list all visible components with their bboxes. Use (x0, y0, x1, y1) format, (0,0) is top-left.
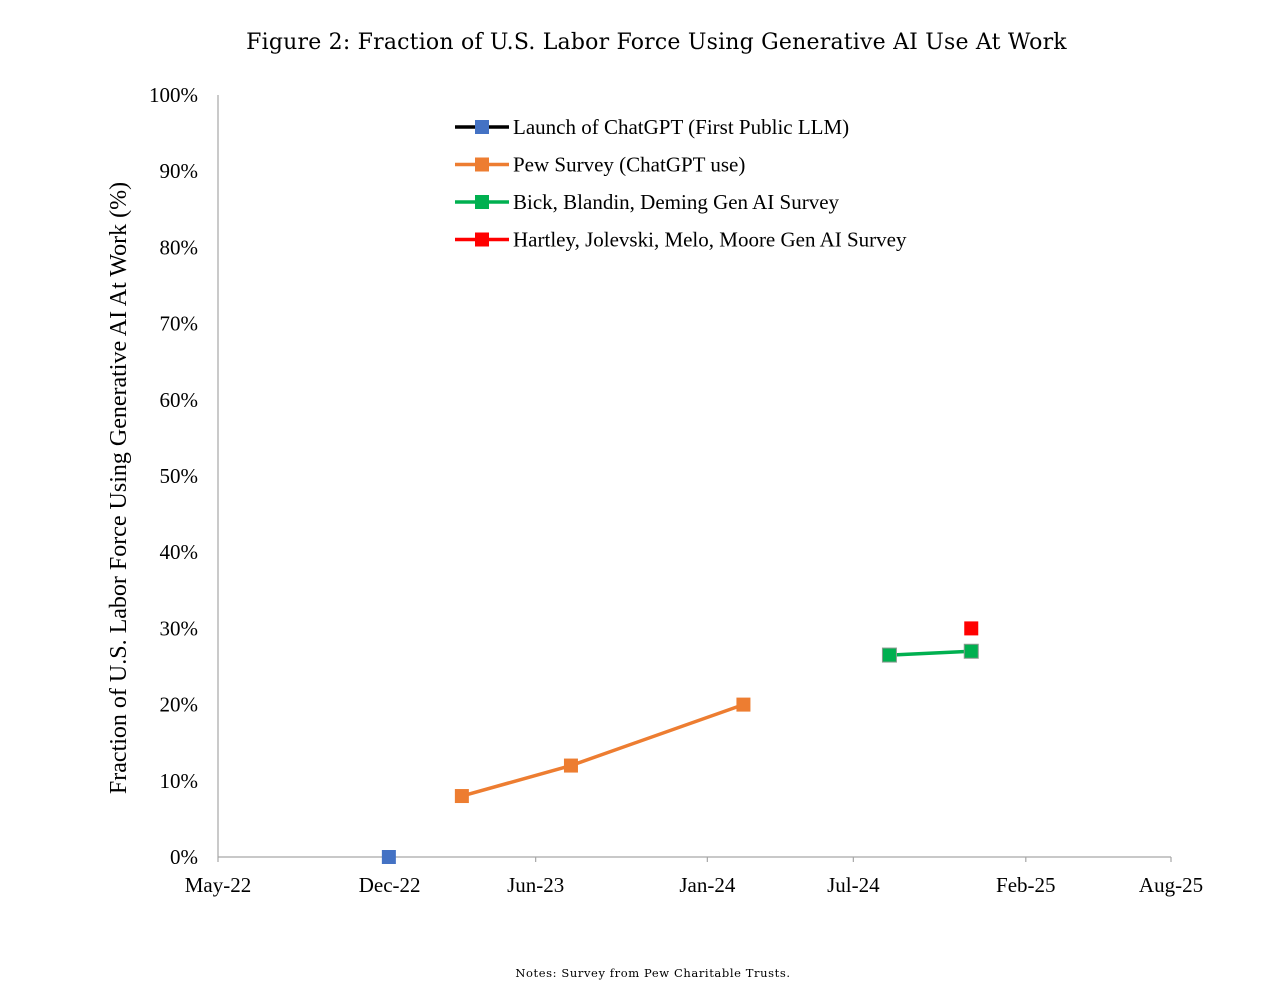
data-point-marker (454, 789, 469, 804)
x-tick-label: Jun-23 (507, 873, 564, 897)
y-tick-label: 70% (160, 312, 199, 336)
y-tick-label: 90% (160, 159, 199, 183)
y-tick-label: 20% (160, 693, 199, 717)
legend-swatch-marker (475, 232, 489, 247)
y-tick-label: 50% (160, 464, 199, 488)
series-line (461, 702, 745, 798)
legend-swatch-marker (475, 120, 489, 134)
y-axis-label: Fraction of U.S. Labor Force Using Gener… (106, 182, 132, 794)
data-point-marker (964, 621, 979, 636)
x-tick-label: Aug-25 (1139, 873, 1203, 897)
legend-swatch-marker (475, 157, 489, 172)
figure-title: Figure 2: Fraction of U.S. Labor Force U… (246, 30, 1067, 55)
y-tick-label: 0% (170, 845, 198, 869)
legend: Launch of ChatGPT (First Public LLM) Pew … (455, 115, 907, 252)
data-point-marker (963, 643, 979, 659)
y-tick-label: 100% (149, 83, 198, 107)
x-tick-label: Jul-24 (827, 873, 880, 897)
data-point-marker (563, 758, 578, 773)
data-point-marker (381, 850, 396, 864)
x-tick-label: May-22 (185, 873, 252, 897)
y-tick-label: 10% (160, 769, 199, 793)
series-line (889, 649, 972, 657)
legend-entry-label: Launch of ChatGPT (First Public LLM) (513, 115, 849, 139)
y-tick-label: 80% (160, 235, 199, 259)
plot-area (381, 621, 979, 864)
y-tick-label: 40% (160, 540, 199, 564)
legend-swatch-marker (475, 195, 489, 209)
figure-notes: Notes: Survey from Pew Charitable Trusts… (515, 966, 791, 980)
x-tick-label: Feb-25 (996, 873, 1056, 897)
legend-entry-label: Pew Survey (ChatGPT use) (513, 153, 745, 177)
x-tick-label: Dec-22 (359, 873, 421, 897)
y-axis: 0% 10% 20% 30% 40% 50% 60% 70% 80% 90% 100% (149, 83, 219, 869)
legend-entry-label: Hartley, Jolevski, Melo, Moore Gen AI Su… (513, 228, 907, 252)
y-tick-label: 60% (160, 388, 199, 412)
data-point-marker (881, 647, 897, 663)
y-tick-label: 30% (160, 616, 199, 640)
x-axis: May-22 Dec-22 Jun-23 Jan-24 Jul-24 Feb-25 Aug-… (185, 856, 1203, 897)
data-point-marker (736, 697, 751, 712)
legend-entry-label: Bick, Blandin, Deming Gen AI Survey (513, 190, 840, 214)
x-tick-label: Jan-24 (679, 873, 735, 897)
